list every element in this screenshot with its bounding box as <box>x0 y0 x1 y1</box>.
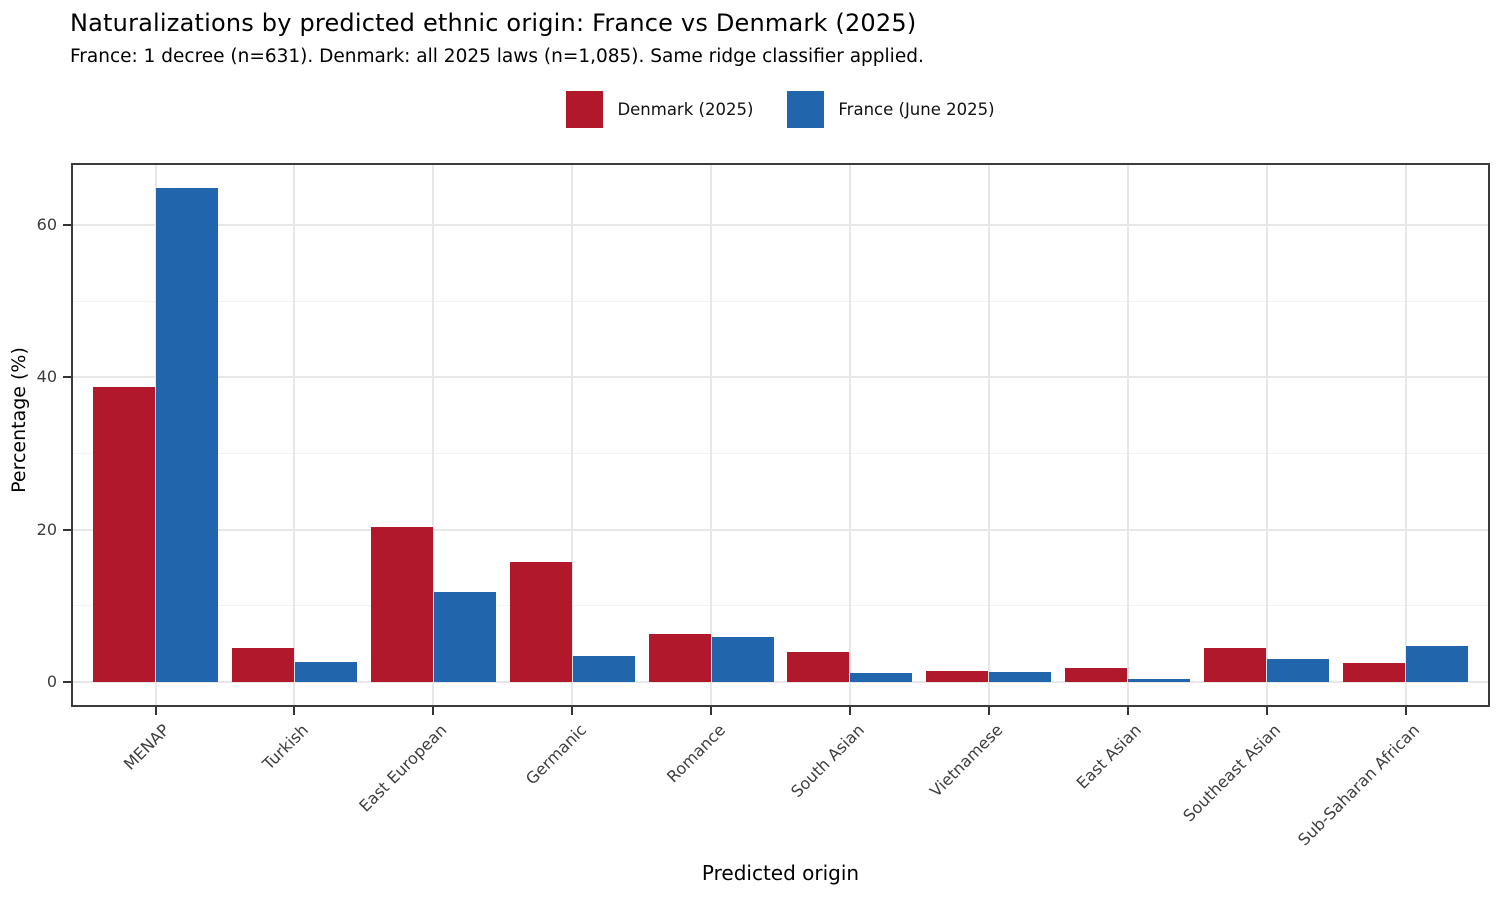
y-tick-0 <box>63 681 71 683</box>
x-tick-east-asian <box>1126 707 1129 715</box>
gridline-x-menap <box>154 165 157 705</box>
gridline-y-minor-50 <box>73 300 1488 302</box>
gridline-x-south-asian <box>848 165 851 705</box>
gridline-x-southeast-asian <box>1265 165 1268 705</box>
x-tick-menap <box>154 707 157 715</box>
x-tick-sub-saharan-african <box>1404 707 1407 715</box>
gridline-x-turkish <box>293 165 296 705</box>
bar-denmark-2025-menap <box>93 387 155 682</box>
bar-france-june-2025-turkish <box>294 662 357 682</box>
x-tick-southeast-asian <box>1265 707 1268 715</box>
x-tick-label-east-asian: East Asian <box>1073 720 1146 793</box>
bar-denmark-2025-south-asian <box>787 652 850 682</box>
y-tick-label-40: 40 <box>36 367 57 387</box>
legend-swatch-france-june-2025 <box>787 91 825 128</box>
bar-denmark-2025-east-european <box>370 527 433 682</box>
legend-item-france-june-2025: France (June 2025) <box>787 91 995 128</box>
bar-france-june-2025-southeast-asian <box>1267 659 1330 682</box>
chart-subtitle: France: 1 decree (n=631). Denmark: all 2… <box>70 46 924 67</box>
bar-denmark-2025-turkish <box>231 647 294 682</box>
bar-denmark-2025-east-asian <box>1065 668 1128 682</box>
x-tick-east-european <box>432 707 435 715</box>
gridline-y-40 <box>73 376 1488 379</box>
x-tick-south-asian <box>848 707 851 715</box>
bar-france-june-2025-vietnamese <box>989 672 1052 682</box>
bar-denmark-2025-vietnamese <box>926 670 989 682</box>
gridline-y-minor-30 <box>73 452 1488 454</box>
x-tick-label-south-asian: South Asian <box>786 720 868 802</box>
y-tick-label-60: 60 <box>36 214 57 234</box>
bar-denmark-2025-romance <box>648 633 711 682</box>
y-axis-title: Percentage (%) <box>8 347 30 493</box>
legend-label-denmark-2025: Denmark (2025) <box>617 100 754 119</box>
x-tick-turkish <box>293 707 296 715</box>
y-tick-20 <box>63 528 71 531</box>
gridline-x-romance <box>710 165 713 705</box>
bar-france-june-2025-sub-saharan-african <box>1406 646 1468 682</box>
gridline-x-east-european <box>432 165 435 705</box>
bar-france-june-2025-east-asian <box>1128 678 1191 682</box>
y-tick-40 <box>63 376 71 379</box>
gridline-x-vietnamese <box>987 165 990 705</box>
legend-swatch-denmark-2025 <box>566 91 604 128</box>
bar-denmark-2025-germanic <box>509 562 572 682</box>
gridline-x-east-asian <box>1126 165 1129 705</box>
gridline-y-minor-10 <box>73 605 1488 607</box>
gridline-x-sub-saharan-african <box>1404 165 1407 705</box>
plot-panel <box>71 163 1490 707</box>
bar-denmark-2025-southeast-asian <box>1204 647 1267 682</box>
y-tick-label-0: 0 <box>46 672 57 691</box>
x-tick-label-east-european: East European <box>355 720 452 816</box>
x-tick-label-sub-saharan-african: Sub-Saharan African <box>1294 720 1424 850</box>
x-tick-germanic <box>571 707 574 715</box>
x-tick-label-turkish: Turkish <box>258 720 313 774</box>
y-tick-60 <box>63 223 71 226</box>
bar-france-june-2025-romance <box>711 637 774 682</box>
bar-denmark-2025-sub-saharan-african <box>1343 662 1405 682</box>
legend: Denmark (2025) France (June 2025) <box>71 91 1490 128</box>
legend-label-france-june-2025: France (June 2025) <box>838 100 995 119</box>
x-tick-label-vietnamese: Vietnamese <box>926 720 1007 801</box>
x-tick-label-menap: MENAP <box>119 720 174 774</box>
bar-france-june-2025-south-asian <box>850 672 913 682</box>
gridline-y-0 <box>73 681 1488 683</box>
chart-title: Naturalizations by predicted ethnic orig… <box>70 9 917 37</box>
bar-france-june-2025-menap <box>156 188 218 682</box>
bar-france-june-2025-germanic <box>572 656 635 682</box>
x-tick-vietnamese <box>987 707 990 715</box>
gridline-x-germanic <box>571 165 574 705</box>
x-tick-romance <box>710 707 713 715</box>
gridline-y-20 <box>73 528 1488 531</box>
gridline-y-60 <box>73 223 1488 226</box>
x-tick-label-southeast-asian: Southeast Asian <box>1179 720 1285 826</box>
x-tick-label-germanic: Germanic <box>521 720 590 789</box>
x-axis-title: Predicted origin <box>701 861 860 885</box>
y-tick-label-20: 20 <box>36 519 57 539</box>
x-tick-label-romance: Romance <box>662 720 729 787</box>
bar-france-june-2025-east-european <box>433 592 496 682</box>
legend-item-denmark-2025: Denmark (2025) <box>566 91 753 128</box>
